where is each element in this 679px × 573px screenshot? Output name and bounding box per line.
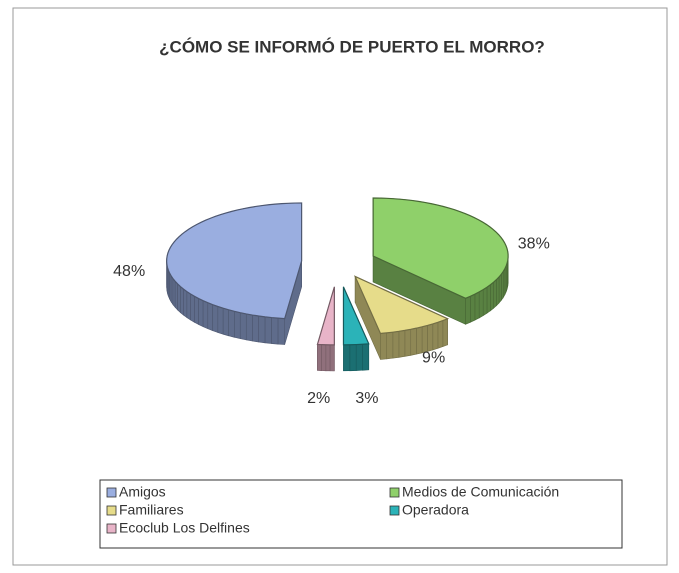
slice-side <box>194 295 199 326</box>
data-label: 38% <box>518 236 550 253</box>
legend-swatch <box>106 505 117 516</box>
chart-title: ¿CÓMO SE INFORMÓ DE PUERTO EL MORRO? <box>159 37 545 56</box>
legend-frame <box>99 479 623 549</box>
slice-side <box>474 291 480 321</box>
slice-side <box>470 293 476 323</box>
slice-side <box>380 332 387 360</box>
slice-side <box>478 289 484 319</box>
slice-top <box>372 197 509 299</box>
slice-side <box>222 307 229 337</box>
slice <box>166 202 303 345</box>
slice-side <box>498 273 502 304</box>
slice-side <box>392 330 400 359</box>
legend-label: Ecoclub Los Delfines <box>119 520 250 536</box>
slice-side <box>427 323 434 352</box>
slice-side <box>245 313 253 342</box>
slice-side <box>217 306 224 335</box>
slice-side <box>183 288 188 319</box>
data-label: 9% <box>422 349 445 366</box>
legend-label: Operadora <box>402 502 469 518</box>
slice-side <box>190 293 195 323</box>
slice-side <box>252 314 260 343</box>
slice-top <box>353 275 450 335</box>
slice-side <box>234 310 241 340</box>
slice-side <box>177 283 181 314</box>
slice-side <box>228 309 235 338</box>
slice <box>342 286 370 372</box>
slice-side <box>212 304 219 333</box>
legend-swatch <box>389 487 400 498</box>
slice-side <box>465 295 471 325</box>
slice-side <box>349 344 357 372</box>
slice-side <box>432 321 439 351</box>
slice-side <box>404 328 412 357</box>
slice-side <box>493 278 497 309</box>
slice-side <box>258 315 266 344</box>
slice-side <box>496 276 500 307</box>
legend-swatch <box>106 487 117 498</box>
pie <box>166 197 509 372</box>
data-label: 48% <box>113 263 145 280</box>
slice-side <box>186 291 191 321</box>
slice-side <box>398 330 406 358</box>
legend-swatch <box>389 505 400 516</box>
slice-side <box>325 344 331 372</box>
slice-side <box>180 285 184 316</box>
slice-top <box>166 202 303 320</box>
slice-top <box>342 286 370 346</box>
slice-side <box>442 318 448 348</box>
slice <box>372 197 509 325</box>
slice-side <box>355 343 363 371</box>
slice-top <box>316 286 335 346</box>
slice-side <box>437 320 444 349</box>
data-label: 3% <box>355 390 378 407</box>
slice-side <box>271 317 279 345</box>
slice-side <box>317 344 322 371</box>
slice-side <box>239 312 247 341</box>
slice-side <box>482 286 488 317</box>
slice-side <box>386 331 394 360</box>
slice-side <box>174 280 178 311</box>
slice-side <box>202 300 209 330</box>
slice-side <box>329 344 335 372</box>
slice-side <box>198 298 204 328</box>
slice-side <box>486 284 491 314</box>
slice-side <box>343 344 351 372</box>
slice-side <box>362 343 370 371</box>
slice-side <box>410 327 417 356</box>
slice-side <box>321 344 327 372</box>
legend-label: Familiares <box>119 502 184 518</box>
legend-swatch <box>106 523 117 534</box>
chart-frame <box>12 7 668 566</box>
legend-label: Amigos <box>119 484 166 500</box>
slice-side <box>490 281 494 312</box>
data-label: 2% <box>307 390 330 407</box>
slice-side <box>277 317 286 345</box>
slice <box>353 275 450 360</box>
slice-side <box>264 316 272 344</box>
slice-side <box>172 277 176 309</box>
slice <box>316 286 335 372</box>
legend-label: Medios de Comunicación <box>402 484 559 500</box>
slice-side <box>207 302 214 332</box>
